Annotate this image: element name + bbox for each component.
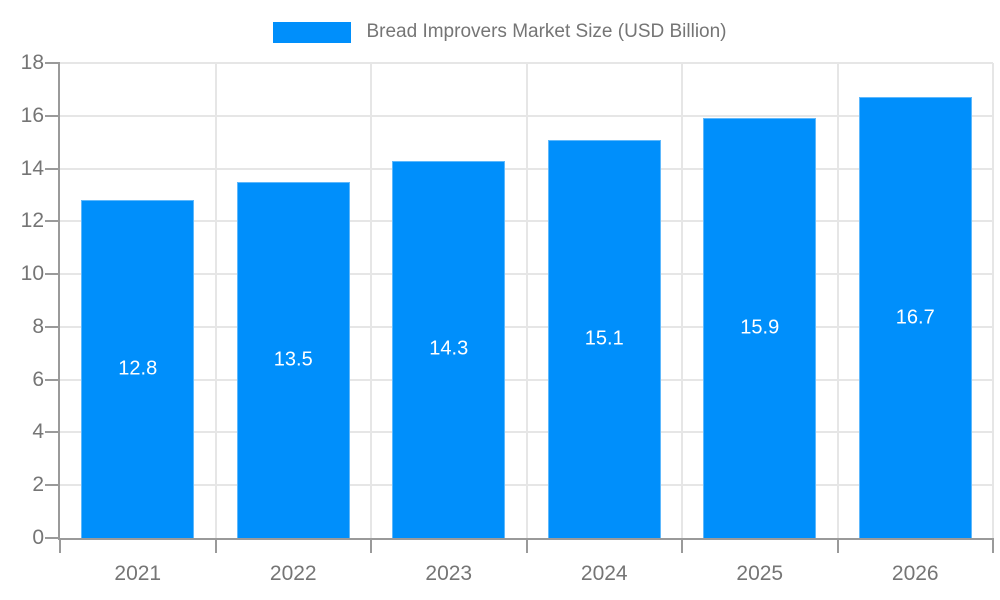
bar xyxy=(703,118,817,538)
bar-value-label: 15.1 xyxy=(584,327,624,350)
x-axis-tick xyxy=(370,538,372,553)
y-axis-tick xyxy=(45,220,60,223)
y-axis-tick xyxy=(45,62,60,64)
x-axis-tick xyxy=(836,538,839,553)
y-axis-label: 2 xyxy=(32,473,44,497)
x-axis-tick xyxy=(214,538,217,553)
bar xyxy=(392,160,506,538)
gridline-vertical xyxy=(681,63,683,538)
y-axis-label: 4 xyxy=(32,420,44,444)
y-axis-label: 12 xyxy=(20,209,44,233)
bar-value-label: 14.3 xyxy=(429,337,469,360)
gridline-vertical xyxy=(525,63,528,538)
x-axis-label: 2024 xyxy=(580,562,628,585)
x-axis-label: 2021 xyxy=(114,562,162,585)
x-axis-tick xyxy=(59,538,61,553)
y-axis-tick xyxy=(45,325,60,328)
y-axis-tick xyxy=(45,484,60,487)
bar-value-label: 12.8 xyxy=(118,357,158,380)
x-axis-label: 2026 xyxy=(891,562,939,585)
bar xyxy=(81,200,195,538)
y-axis-tick xyxy=(45,167,60,170)
gridline-vertical xyxy=(836,63,839,538)
x-axis-label: 2025 xyxy=(736,562,784,585)
legend-swatch xyxy=(273,21,352,43)
y-axis-tick xyxy=(45,114,60,117)
y-axis-line xyxy=(58,63,60,540)
x-axis-line xyxy=(58,538,993,540)
gridline-vertical xyxy=(370,63,372,538)
y-axis-label: 16 xyxy=(20,103,44,127)
x-axis-tick xyxy=(992,538,994,553)
bar-value-label: 15.9 xyxy=(740,316,780,339)
y-axis-label: 0 xyxy=(32,526,44,549)
y-axis-tick xyxy=(45,537,60,539)
legend-label: Bread Improvers Market Size (USD Billion… xyxy=(366,21,727,42)
x-axis-label: 2022 xyxy=(269,562,317,585)
bar xyxy=(547,139,661,538)
x-axis-label: 2023 xyxy=(425,562,473,585)
y-axis-label: 8 xyxy=(32,314,44,338)
gridline-vertical xyxy=(214,63,217,538)
x-axis-tick xyxy=(525,538,528,553)
bar-value-label: 13.5 xyxy=(273,348,313,371)
y-axis-label: 10 xyxy=(20,262,44,286)
y-axis-tick xyxy=(45,273,60,276)
y-axis-label: 14 xyxy=(20,156,44,180)
bar xyxy=(858,97,972,538)
y-axis-label: 18 xyxy=(20,51,44,74)
chart-legend: Bread Improvers Market Size (USD Billion… xyxy=(0,19,1000,45)
y-axis-label: 6 xyxy=(32,367,44,391)
bar-value-label: 16.7 xyxy=(895,306,935,329)
x-axis-tick xyxy=(681,538,683,553)
y-axis-tick xyxy=(45,431,60,434)
gridline-vertical xyxy=(992,63,994,538)
bar xyxy=(236,181,350,538)
y-axis-tick xyxy=(45,378,60,381)
